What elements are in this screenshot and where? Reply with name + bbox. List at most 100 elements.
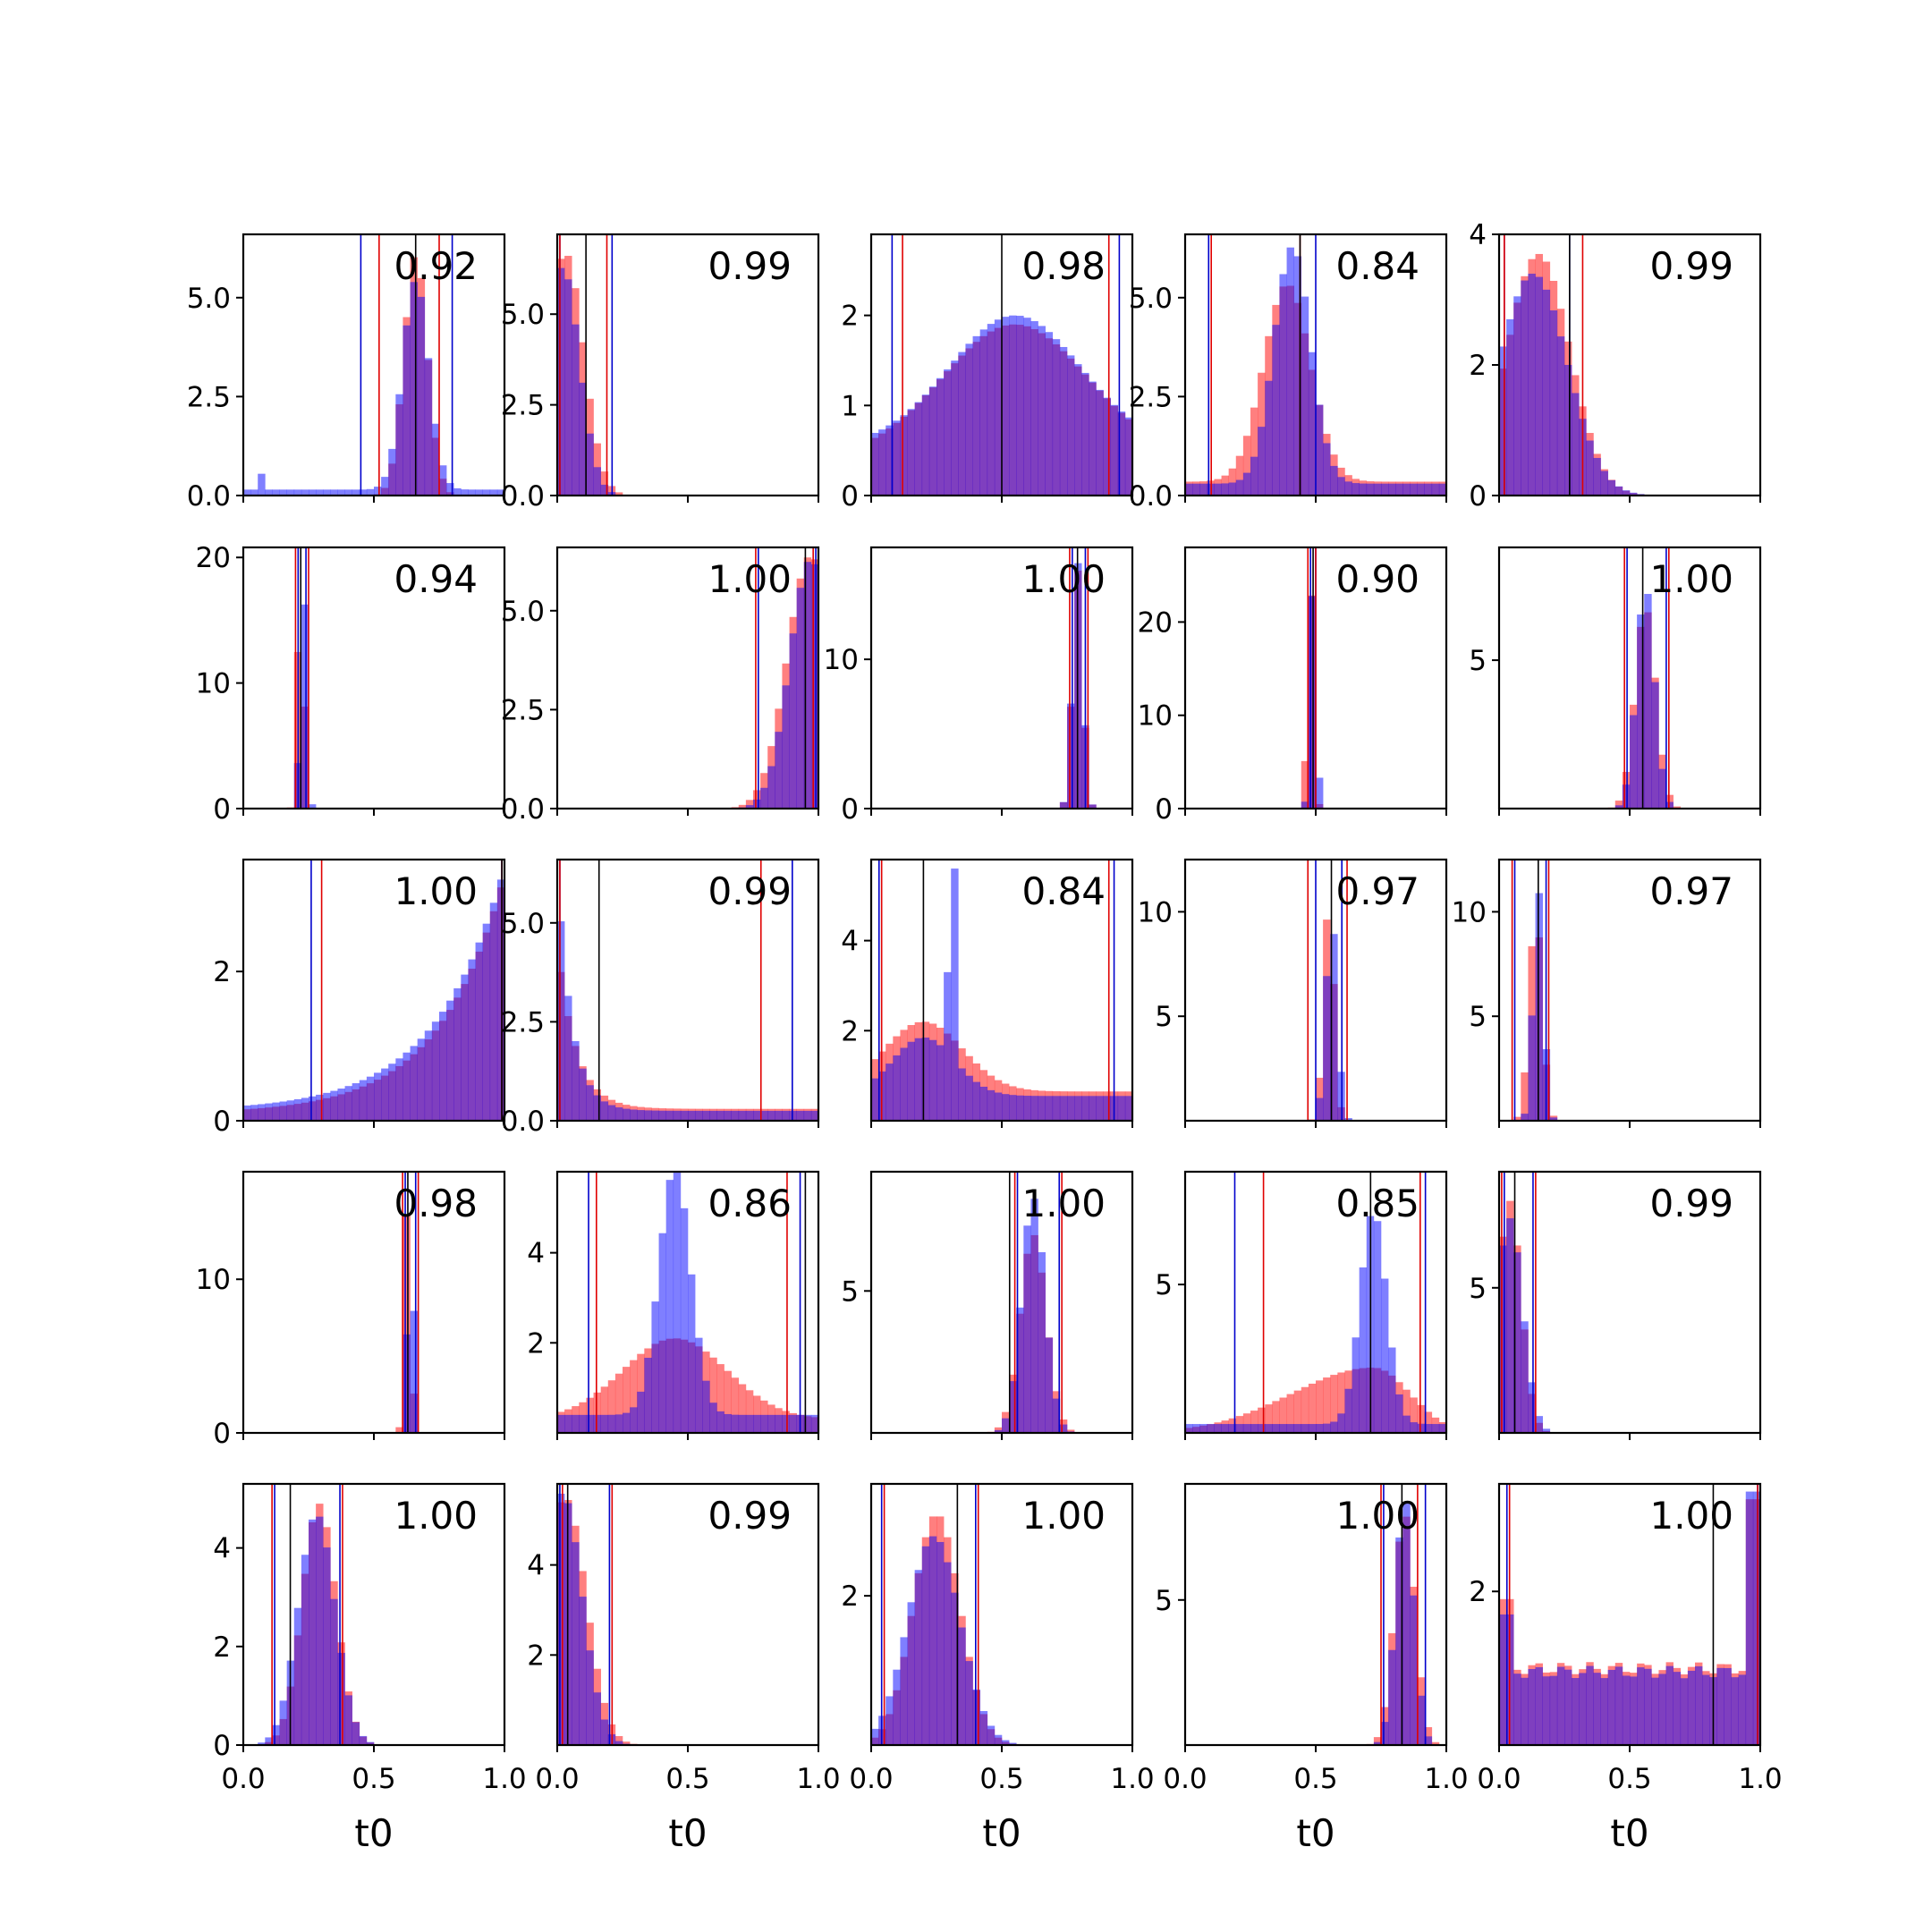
blue-histogram-bar [1593,1673,1601,1745]
subplot-3-1: 1.00 0 2 [213,858,506,1138]
blue-histogram-bar [1228,482,1237,496]
blue-histogram-bar [907,1602,915,1745]
blue-histogram-bar [431,1021,440,1121]
blue-histogram-bar [1724,1667,1732,1745]
blue-histogram-bar [1059,346,1068,496]
blue-histogram-bar [1214,1424,1222,1433]
y-tick-label: 2.5 [187,381,231,413]
blue-histogram-bar [1045,1337,1054,1433]
blue-histogram-bar [1381,1278,1389,1433]
red-histogram-bar [724,1370,732,1433]
blue-histogram-bar [1002,1740,1010,1745]
blue-histogram-bar [489,489,498,496]
blue-histogram-bar [893,1669,901,1745]
blue-histogram-bar [1651,1677,1659,1745]
blue-histogram-bar [803,1110,812,1121]
blue-histogram-bar [709,1402,717,1433]
blue-histogram-bar [1630,715,1638,809]
blue-histogram-bar [1373,1741,1382,1745]
red-histogram-bar [1410,1397,1418,1433]
subplot-4-3: 1.00 5 [841,1170,1134,1440]
blue-histogram-bar [886,1696,894,1745]
blue-histogram-bar [893,1055,901,1121]
blue-histogram-bar [431,423,440,496]
blue-histogram-bar [301,604,309,809]
blue-histogram-bar [716,1110,724,1121]
blue-histogram-bar [936,1045,945,1121]
correlation-label: 1.00 [1021,1494,1106,1538]
blue-histogram-bar [1373,1221,1382,1433]
subplot-4-1: 0.98 0 10 [196,1170,506,1450]
red-histogram-bar [1250,1411,1258,1433]
blue-histogram-bar [1067,355,1075,496]
blue-histogram-bar [1410,1595,1418,1745]
blue-histogram-bar [994,319,1003,496]
y-tick-label: 10 [1138,896,1173,928]
red-histogram-bar [1067,1429,1075,1433]
blue-histogram-bar [258,473,266,496]
x-tick-label: 1.0 [796,1763,840,1795]
blue-histogram-bar [614,1107,623,1121]
blue-histogram-bar [330,489,338,496]
blue-histogram-bar [1250,1424,1258,1433]
red-histogram-bar [1265,1404,1273,1433]
blue-histogram-bar [496,879,504,1121]
red-histogram-bar [623,1741,631,1745]
blue-histogram-bar [1665,801,1674,809]
blue-histogram-bar [1081,372,1089,496]
blue-histogram-bar [1417,1423,1425,1433]
y-tick-label: 5.0 [501,596,545,628]
correlation-label: 0.84 [1335,244,1419,288]
blue-histogram-bar [1301,801,1309,809]
y-tick-label: 5 [1469,1273,1487,1305]
blue-histogram-bar [1549,1675,1558,1745]
subplot-2-5: 1.00 5 [1469,546,1762,816]
blue-histogram-bar [644,1110,652,1121]
blue-histogram-bar [1316,777,1324,809]
plot-area [243,860,504,1121]
blue-histogram-bar [293,489,302,496]
blue-histogram-bar [344,1695,352,1745]
blue-histogram-bar [1564,1669,1572,1745]
blue-histogram-bar [1556,1666,1565,1745]
blue-histogram-bar [1680,1678,1689,1745]
blue-histogram-bar [994,1092,1003,1121]
blue-histogram-bar [265,1103,273,1121]
red-histogram-bar [1316,1380,1324,1433]
plot-area [243,234,504,496]
blue-histogram-bar [1673,1672,1682,1745]
blue-histogram-bar [900,1637,908,1745]
blue-histogram-bar [323,489,331,496]
blue-histogram-bar [810,1110,818,1121]
blue-histogram-bar [468,959,476,1121]
blue-histogram-bar [1535,276,1543,496]
blue-histogram-bar [951,869,959,1121]
blue-histogram-bar [607,1414,616,1433]
blue-histogram-bar [979,329,988,496]
blue-histogram-bar [557,267,565,496]
y-tick-label: 0 [1469,480,1487,513]
blue-histogram-bar [789,633,797,809]
subplot-4-5: 0.99 5 [1469,1170,1762,1440]
red-histogram-bar [745,800,754,809]
blue-histogram-bar [330,1090,338,1121]
blue-histogram-bar [810,564,818,809]
x-tick-label: 1.0 [482,1763,526,1795]
blue-histogram-bar [658,1110,666,1121]
plot-area [557,1172,818,1433]
red-histogram-bar [1337,1372,1345,1433]
red-histogram-bar [1373,1737,1382,1745]
blue-histogram-bar [1124,1096,1132,1121]
blue-histogram-bar [680,1110,689,1121]
blue-histogram-bar [1658,1674,1666,1745]
blue-histogram-bar [579,382,587,496]
y-tick-label: 0 [213,793,231,826]
blue-histogram-bar [1344,481,1352,496]
blue-histogram-bar [564,279,572,496]
blue-histogram-bar [1572,393,1580,496]
correlation-label: 0.94 [394,557,478,601]
blue-histogram-bar [775,1414,783,1433]
blue-histogram-bar [1499,346,1507,496]
x-tick-label: 0.0 [1163,1763,1207,1795]
